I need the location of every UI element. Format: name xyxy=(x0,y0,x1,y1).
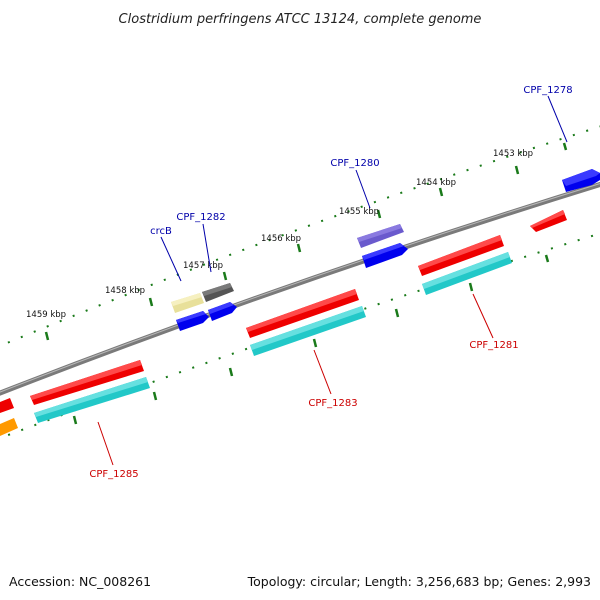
scale-label-1456: 1456 kbp xyxy=(261,234,301,244)
major-ticks-inner xyxy=(72,254,550,425)
gene-labels: CPF_1278 CPF_1280 CPF_1282 crcB CPF_1281… xyxy=(89,85,572,480)
label-leaders xyxy=(97,95,568,466)
gene-block-left-edge xyxy=(0,398,14,413)
genome-backbone xyxy=(0,181,600,396)
feature-blocks-forward xyxy=(171,169,600,331)
feature-blocks-reverse xyxy=(0,210,567,436)
genome-summary-text: Topology: circular; Length: 3,256,683 bp… xyxy=(247,574,591,589)
scale-label-1453: 1453 kbp xyxy=(493,149,533,159)
scale-label-1454: 1454 kbp xyxy=(416,178,456,188)
cds-block-cpf-1282 xyxy=(208,302,237,321)
major-ticks-outer xyxy=(44,142,568,341)
cds-block-crcb xyxy=(176,311,209,331)
accession-text: Accession: NC_008261 xyxy=(9,574,151,589)
gene-label-cpf-1285: CPF_1285 xyxy=(89,469,138,480)
map-title: Clostridium perfringens ATCC 13124, comp… xyxy=(119,12,482,27)
gene-label-crcb: crcB xyxy=(150,226,172,237)
cds-block-cpf-1280 xyxy=(362,243,408,268)
gene-label-cpf-1280: CPF_1280 xyxy=(330,158,379,169)
gene-label-cpf-1282: CPF_1282 xyxy=(176,212,225,223)
scale-label-1458: 1458 kbp xyxy=(105,286,145,296)
scale-label-1457: 1457 kbp xyxy=(183,261,223,271)
scale-labels: 1453 kbp 1454 kbp 1455 kbp 1456 kbp 1457… xyxy=(26,149,533,320)
outer-scale-ring xyxy=(0,125,600,348)
scale-label-1455: 1455 kbp xyxy=(339,207,379,217)
gene-label-cpf-1281: CPF_1281 xyxy=(469,340,518,351)
gene-label-cpf-1278: CPF_1278 xyxy=(523,85,572,96)
scale-label-1459: 1459 kbp xyxy=(26,310,66,320)
feature-block-left-orange xyxy=(0,418,18,436)
gene-label-cpf-1283: CPF_1283 xyxy=(308,398,357,409)
